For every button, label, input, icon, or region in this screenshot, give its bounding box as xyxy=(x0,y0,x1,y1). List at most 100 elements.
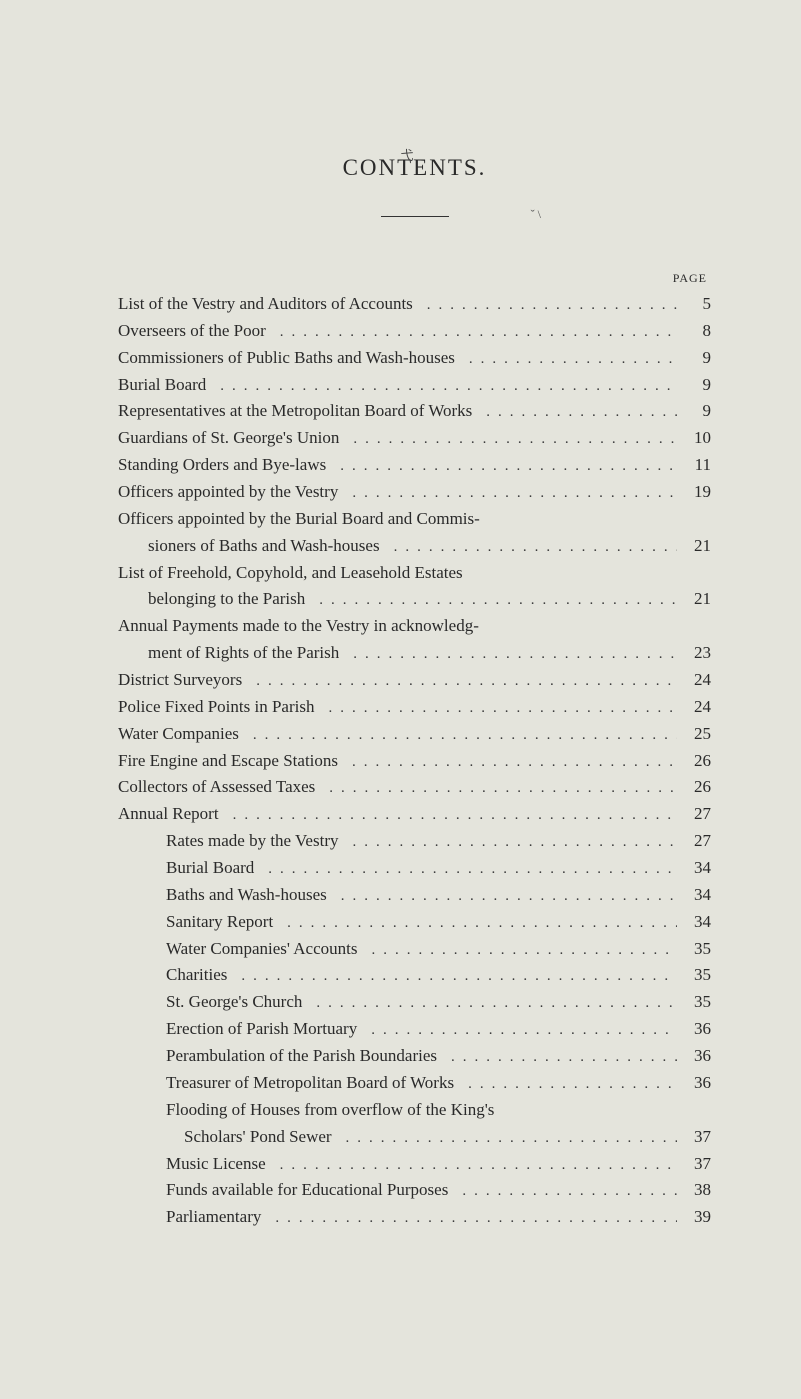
toc-entry-label: Fire Engine and Escape Stations xyxy=(118,748,338,775)
toc-entry-label: Standing Orders and Bye-laws xyxy=(118,452,326,479)
toc-entry-label: Sanitary Report xyxy=(118,909,273,936)
toc-entry-label: Burial Board xyxy=(118,855,254,882)
toc-entry-label: St. George's Church xyxy=(118,989,302,1016)
toc-entry-label: Rates made by the Vestry xyxy=(118,828,338,855)
toc-entry-label: Officers appointed by the Vestry xyxy=(118,479,338,506)
toc-entry-page: 35 xyxy=(677,936,711,963)
toc-entry-page: 35 xyxy=(677,962,711,989)
toc-entry-page: 36 xyxy=(677,1070,711,1097)
toc-row: Collectors of Assessed Taxes 26 xyxy=(118,774,711,801)
toc-entry-label: Annual Payments made to the Vestry in ac… xyxy=(118,613,479,640)
toc-row: Treasurer of Metropolitan Board of Works… xyxy=(118,1070,711,1097)
toc-leader-dots xyxy=(380,536,677,560)
toc-entry-label: Water Companies' Accounts xyxy=(118,936,357,963)
toc-leader-dots xyxy=(338,751,677,775)
toc-entry-page: 9 xyxy=(677,345,711,372)
toc-entry-label: Baths and Wash-houses xyxy=(118,882,327,909)
toc-entry-label: Flooding of Houses from overflow of the … xyxy=(118,1097,494,1124)
toc-leader-dots xyxy=(273,912,677,936)
toc-entry-label: Representatives at the Metropolitan Boar… xyxy=(118,398,472,425)
toc-leader-dots xyxy=(302,992,677,1016)
toc-entry-label: List of Freehold, Copyhold, and Leasehol… xyxy=(118,560,463,587)
toc-row: Parliamentary39 xyxy=(118,1204,711,1231)
toc-row: Water Companies' Accounts 35 xyxy=(118,936,711,963)
page-column-header: PAGE xyxy=(118,271,711,286)
toc-leader-dots xyxy=(339,643,677,667)
toc-row: Annual Report27 xyxy=(118,801,711,828)
toc-row: belonging to the Parish21 xyxy=(118,586,711,613)
toc-leader-dots xyxy=(227,965,677,989)
toc-row: Representatives at the Metropolitan Boar… xyxy=(118,398,711,425)
toc-entry-label: Perambulation of the Parish Boundaries xyxy=(118,1043,437,1070)
toc-entry-page: 35 xyxy=(677,989,711,1016)
toc-leader-dots xyxy=(413,294,677,318)
toc-entry-page: 37 xyxy=(677,1124,711,1151)
toc-entry-label: Burial Board xyxy=(118,372,206,399)
toc-entry-page: 26 xyxy=(677,774,711,801)
toc-leader-dots xyxy=(472,401,677,425)
toc-entry-label: Erection of Parish Mortuary xyxy=(118,1016,357,1043)
divider-line xyxy=(381,216,449,217)
toc-leader-dots xyxy=(261,1207,677,1231)
toc-row: Flooding of Houses from overflow of the … xyxy=(118,1097,711,1124)
toc-row: St. George's Church 35 xyxy=(118,989,711,1016)
toc-row: Charities35 xyxy=(118,962,711,989)
toc-row: Guardians of St. George's Union10 xyxy=(118,425,711,452)
toc-row: Annual Payments made to the Vestry in ac… xyxy=(118,613,711,640)
toc-row: Perambulation of the Parish Boundaries 36 xyxy=(118,1043,711,1070)
toc-entry-label: Scholars' Pond Sewer xyxy=(118,1124,332,1151)
toc-entry-page: 23 xyxy=(677,640,711,667)
toc-leader-dots xyxy=(437,1046,677,1070)
toc-leader-dots xyxy=(315,777,677,801)
toc-entry-label: ment of Rights of the Parish xyxy=(118,640,339,667)
toc-entry-page: 34 xyxy=(677,855,711,882)
toc-entry-label: Commissioners of Public Baths and Wash-h… xyxy=(118,345,455,372)
toc-leader-dots xyxy=(448,1180,677,1204)
toc-entry-page: 37 xyxy=(677,1151,711,1178)
toc-leader-dots xyxy=(338,831,677,855)
toc-row: Officers appointed by the Vestry19 xyxy=(118,479,711,506)
toc-row: Water Companies25 xyxy=(118,721,711,748)
toc-row: Burial Board9 xyxy=(118,372,711,399)
toc-leader-dots xyxy=(305,589,677,613)
toc-entry-label: District Surveyors xyxy=(118,667,242,694)
toc-leader-dots xyxy=(206,375,677,399)
toc-row: Baths and Wash-houses 34 xyxy=(118,882,711,909)
toc-row: District Surveyors 24 xyxy=(118,667,711,694)
toc-row: sioners of Baths and Wash-houses21 xyxy=(118,533,711,560)
toc-entry-label: Funds available for Educational Purposes xyxy=(118,1177,448,1204)
toc-entry-label: Overseers of the Poor xyxy=(118,318,266,345)
toc-leader-dots xyxy=(455,348,677,372)
toc-entry-label: Officers appointed by the Burial Board a… xyxy=(118,506,480,533)
contents-title: CONTENTS. xyxy=(118,155,711,181)
toc-row: Police Fixed Points in Parish24 xyxy=(118,694,711,721)
toc-entry-page: 36 xyxy=(677,1043,711,1070)
toc-leader-dots xyxy=(339,428,677,452)
table-of-contents: List of the Vestry and Auditors of Accou… xyxy=(118,291,711,1231)
toc-leader-dots xyxy=(332,1127,677,1151)
toc-entry-page: 39 xyxy=(677,1204,711,1231)
toc-entry-page: 11 xyxy=(677,452,711,479)
toc-entry-page: 27 xyxy=(677,801,711,828)
toc-entry-label: sioners of Baths and Wash-houses xyxy=(118,533,380,560)
toc-entry-label: Collectors of Assessed Taxes xyxy=(118,774,315,801)
toc-row: Standing Orders and Bye-laws 11 xyxy=(118,452,711,479)
toc-leader-dots xyxy=(266,321,677,345)
toc-leader-dots xyxy=(219,804,677,828)
toc-leader-dots xyxy=(357,1019,677,1043)
toc-row: Overseers of the Poor 8 xyxy=(118,318,711,345)
toc-entry-page: 9 xyxy=(677,398,711,425)
toc-entry-page: 8 xyxy=(677,318,711,345)
toc-entry-page: 27 xyxy=(677,828,711,855)
toc-leader-dots xyxy=(357,939,677,963)
toc-row: Sanitary Report34 xyxy=(118,909,711,936)
toc-entry-page: 34 xyxy=(677,882,711,909)
title-divider: ˇ \ xyxy=(118,207,711,221)
toc-leader-dots xyxy=(327,885,677,909)
toc-leader-dots xyxy=(326,455,677,479)
decorative-tick: ⼷ xyxy=(401,145,414,164)
toc-entry-page: 25 xyxy=(677,721,711,748)
toc-entry-page: 5 xyxy=(677,291,711,318)
toc-entry-page: 24 xyxy=(677,667,711,694)
toc-row: Erection of Parish Mortuary36 xyxy=(118,1016,711,1043)
